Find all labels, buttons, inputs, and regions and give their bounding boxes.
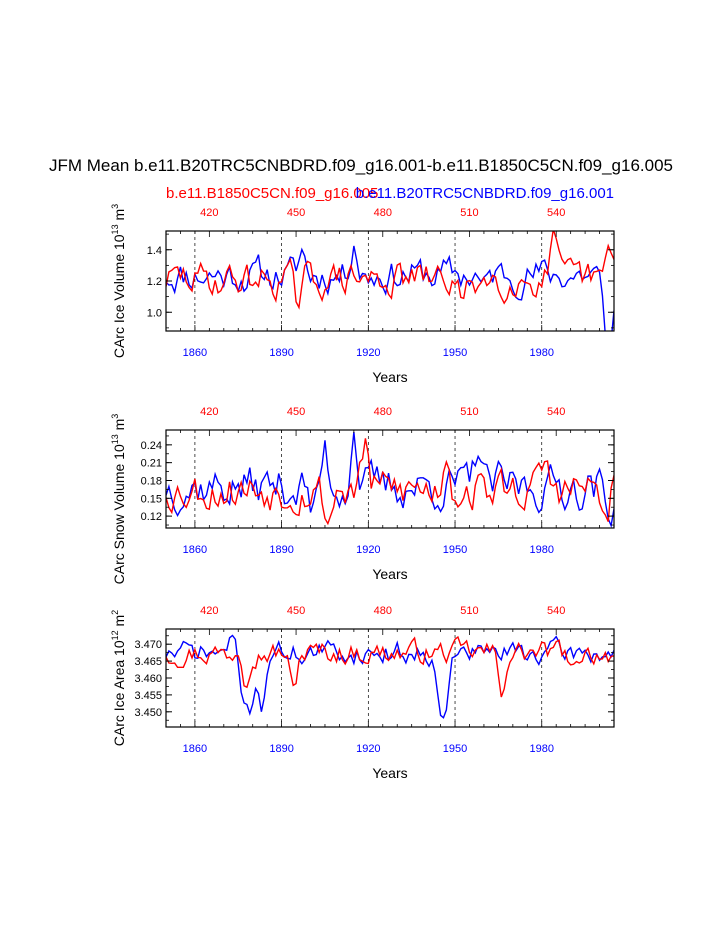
x-tick-label-bottom: 1860 bbox=[183, 743, 207, 755]
y-tick-label: 1.2 bbox=[147, 276, 162, 288]
series-line-blue bbox=[166, 245, 614, 331]
y-tick-label: 3.450 bbox=[134, 707, 162, 719]
y-axis-label-part: m bbox=[111, 419, 127, 435]
y-axis-label: CArc Snow Volume 1013 m3 bbox=[110, 414, 127, 585]
x-tick-label-top: 420 bbox=[200, 406, 218, 418]
x-tick-label-top: 450 bbox=[287, 605, 305, 617]
series-line-red bbox=[166, 231, 614, 310]
x-tick-label-bottom: 1920 bbox=[356, 544, 380, 556]
x-tick-label-bottom: 1980 bbox=[529, 347, 553, 359]
x-tick-label-top: 540 bbox=[547, 207, 565, 219]
x-axis-label: Years bbox=[372, 369, 407, 385]
legend-red: b.e11.B1850C5CN.f09_g16.005 bbox=[166, 185, 378, 202]
y-tick-label: 1.0 bbox=[147, 307, 162, 319]
y-axis-label-part: CArc Snow Volume 10 bbox=[111, 444, 127, 584]
x-tick-label-top: 510 bbox=[460, 406, 478, 418]
x-tick-label-top: 510 bbox=[460, 207, 478, 219]
y-axis-label-part: 13 bbox=[110, 224, 120, 234]
x-tick-label-top: 480 bbox=[374, 605, 392, 617]
y-axis-label-part: CArc Ice Volume 10 bbox=[111, 234, 127, 358]
plot-frame bbox=[165, 230, 615, 332]
series-line-blue bbox=[166, 634, 614, 719]
x-tick-label-top: 450 bbox=[287, 406, 305, 418]
y-tick-label: 3.455 bbox=[134, 690, 162, 702]
y-axis-label: CArc Ice Area 1012 m2 bbox=[110, 610, 127, 746]
x-tick-label-top: 420 bbox=[200, 605, 218, 617]
x-tick-label-bottom: 1860 bbox=[183, 544, 207, 556]
figure-title: JFM Mean b.e11.B20TRC5CNBDRD.f09_g16.001… bbox=[49, 156, 673, 175]
y-tick-label: 0.12 bbox=[141, 511, 162, 523]
x-tick-label-bottom: 1980 bbox=[529, 743, 553, 755]
y-axis-label-part: CArc Ice Area 10 bbox=[111, 640, 127, 746]
x-tick-label-top: 450 bbox=[287, 207, 305, 219]
series-line-red bbox=[166, 635, 614, 698]
x-tick-label-top: 480 bbox=[374, 406, 392, 418]
y-tick-label: 3.470 bbox=[134, 639, 162, 651]
plot-frame bbox=[165, 429, 615, 529]
y-tick-label: 0.15 bbox=[141, 493, 162, 505]
x-tick-label-bottom: 1950 bbox=[443, 743, 467, 755]
y-tick-label: 3.465 bbox=[134, 656, 162, 668]
legend-blue: b.e11.B20TRC5CNBDRD.f09_g16.001 bbox=[356, 185, 614, 202]
y-tick-label: 0.24 bbox=[141, 440, 162, 452]
x-tick-label-bottom: 1920 bbox=[356, 743, 380, 755]
y-axis-label-part: 2 bbox=[110, 610, 120, 615]
x-tick-label-bottom: 1860 bbox=[183, 347, 207, 359]
x-tick-label-bottom: 1950 bbox=[443, 347, 467, 359]
x-tick-label-top: 510 bbox=[460, 605, 478, 617]
y-tick-label: 0.18 bbox=[141, 475, 162, 487]
x-axis-label: Years bbox=[372, 566, 407, 582]
plot-frame bbox=[165, 628, 615, 728]
x-tick-label-top: 420 bbox=[200, 207, 218, 219]
x-tick-label-bottom: 1950 bbox=[443, 544, 467, 556]
y-axis-label-part: 3 bbox=[110, 204, 120, 209]
y-tick-label: 1.4 bbox=[147, 245, 162, 257]
y-axis-label: CArc Ice Volume 1013 m3 bbox=[110, 204, 127, 358]
x-tick-label-top: 540 bbox=[547, 406, 565, 418]
x-tick-label-bottom: 1920 bbox=[356, 347, 380, 359]
y-tick-label: 0.21 bbox=[141, 458, 162, 470]
x-tick-label-top: 540 bbox=[547, 605, 565, 617]
y-axis-label-part: 3 bbox=[110, 414, 120, 419]
y-axis-label-part: m bbox=[111, 615, 127, 631]
x-tick-label-bottom: 1890 bbox=[269, 544, 293, 556]
y-axis-label-part: 13 bbox=[110, 434, 120, 444]
y-axis-label-part: m bbox=[111, 209, 127, 225]
x-axis-label: Years bbox=[372, 765, 407, 781]
x-tick-label-bottom: 1890 bbox=[269, 743, 293, 755]
x-tick-label-bottom: 1980 bbox=[529, 544, 553, 556]
series-line-blue bbox=[166, 432, 614, 528]
y-tick-label: 3.460 bbox=[134, 673, 162, 685]
y-axis-label-part: 12 bbox=[110, 630, 120, 640]
x-tick-label-bottom: 1890 bbox=[269, 347, 293, 359]
x-tick-label-top: 480 bbox=[374, 207, 392, 219]
series-line-red bbox=[166, 438, 614, 526]
